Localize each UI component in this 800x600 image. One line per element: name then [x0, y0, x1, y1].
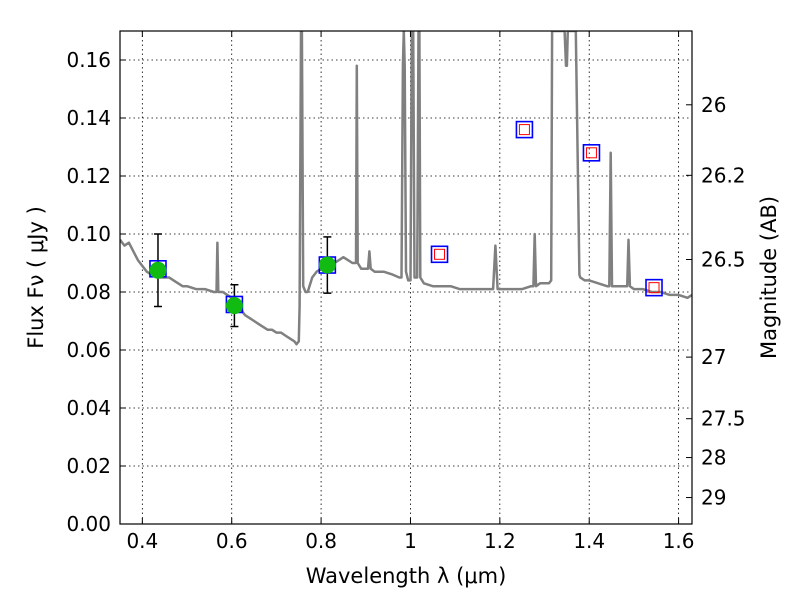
x-tick-label: 1 [404, 529, 417, 553]
y-tick-label: 0.06 [66, 338, 111, 362]
x-axis-label: Wavelength λ (μm) [306, 564, 507, 588]
y-tick-label: 0.00 [66, 512, 111, 536]
y-tick-label: 0.02 [66, 454, 111, 478]
right-tick-label: 29 [701, 486, 726, 510]
x-tick-label: 0.8 [305, 529, 337, 553]
right-tick-label: 26.2 [701, 163, 746, 187]
y-tick-label: 0.08 [66, 280, 111, 304]
right-tick-label: 27 [701, 345, 726, 369]
x-tick-label: 0.4 [126, 529, 158, 553]
model-flux-inner-box [585, 147, 597, 159]
right-axis-label: Magnitude (AB) [757, 196, 781, 359]
photometry-points [149, 120, 663, 328]
x-tick-label: 1.4 [573, 529, 605, 553]
model-flux-inner-box [648, 282, 660, 294]
model-flux-box [515, 120, 534, 139]
y-tick-label: 0.12 [66, 164, 111, 188]
right-tick-label: 26 [701, 93, 726, 117]
y-tick-label: 0.16 [66, 48, 111, 72]
y-tick-label: 0.14 [66, 106, 111, 130]
plot-frame [119, 30, 693, 525]
y-tick-label: 0.10 [66, 222, 111, 246]
model-flux-box [645, 278, 663, 297]
right-tick-label: 27.5 [701, 407, 746, 431]
model-flux-inner-box [518, 124, 530, 136]
model-flux-box [582, 144, 601, 162]
measured-flux-point [225, 297, 243, 315]
model-flux-box [430, 245, 449, 264]
model-flux-inner-box [434, 248, 446, 260]
right-tick-label: 28 [701, 446, 726, 470]
x-tick-label: 1.6 [663, 529, 695, 553]
measured-flux-point [318, 256, 336, 274]
measured-flux-point [149, 261, 167, 279]
y-axis-label: Flux Fν ( μJy ) [24, 206, 48, 349]
y-tick-label: 0.04 [66, 396, 111, 420]
model-spectrum-line [120, 31, 692, 346]
x-tick-label: 1.2 [484, 529, 516, 553]
model-spectrum [120, 31, 692, 346]
x-tick-label: 0.6 [216, 529, 248, 553]
right-tick-label: 26.5 [701, 248, 746, 272]
axis-labels: Wavelength λ (μm) Flux Fν ( μJy ) Magnit… [24, 196, 781, 588]
axis-ticks: 0.4 0.6 0.8 1 1.2 1.4 1.6 0.00 0.02 0.04 0.06 0.08 0… [66, 31, 746, 553]
